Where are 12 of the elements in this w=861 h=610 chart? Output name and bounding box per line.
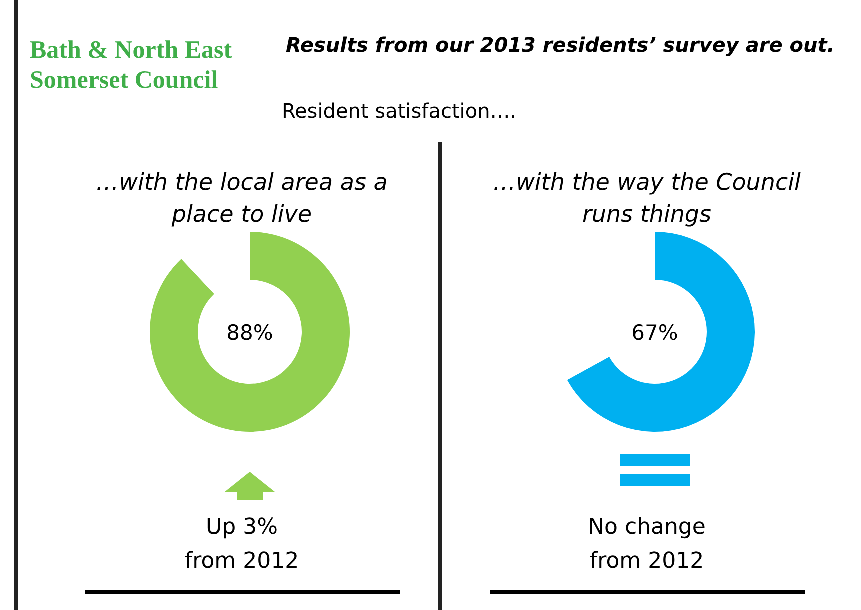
chart-title: …with the local area as a place to live [96,170,388,228]
text: from 2012 [184,549,300,574]
text: Somerset Council [30,67,218,94]
text: Up 3% [206,515,278,540]
data-label: 67% [632,321,678,345]
data-label: 88% [226,321,274,345]
text: Bath & North East [30,37,233,64]
text: from 2012 [590,549,704,574]
chart-title: …with the way the Council runs things [493,170,802,228]
text: Results from our 2013 residents’ survey are out. [286,33,835,57]
text: Resident satisfaction…. [282,99,517,123]
text: No change [588,515,706,540]
